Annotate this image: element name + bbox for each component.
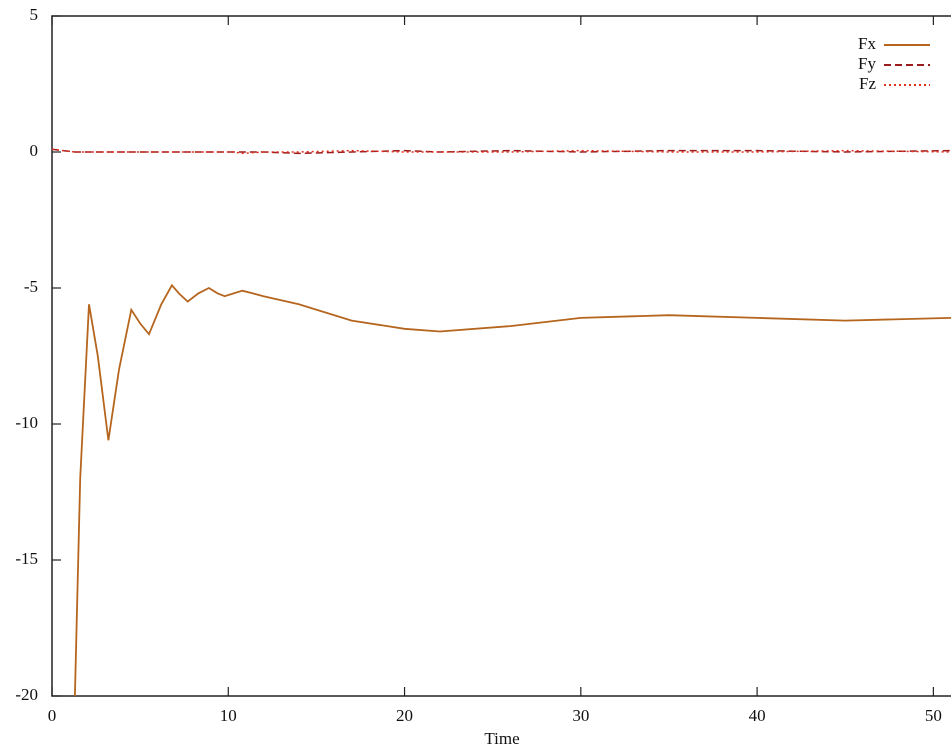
x-tick-label: 0 (48, 706, 57, 725)
y-tick-label: 5 (30, 5, 39, 24)
y-tick-label: -10 (15, 413, 38, 432)
y-tick-label: -5 (24, 277, 38, 296)
x-tick-label: 40 (749, 706, 766, 725)
plot-frame (51, 15, 951, 697)
y-tick-label: -20 (15, 685, 38, 704)
legend-label: Fz (859, 74, 876, 93)
series-line (51, 148, 951, 155)
x-tick-label: 50 (925, 706, 942, 725)
x-tick-label: 20 (396, 706, 413, 725)
x-tick-label: 30 (572, 706, 589, 725)
legend-label: Fx (858, 34, 876, 53)
series-line (74, 283, 951, 697)
y-tick-label: 0 (30, 141, 39, 160)
x-axis-label: Time (484, 729, 519, 748)
x-tick-label: 10 (220, 706, 237, 725)
y-tick-label: -15 (15, 549, 38, 568)
legend-label: Fy (858, 54, 876, 73)
